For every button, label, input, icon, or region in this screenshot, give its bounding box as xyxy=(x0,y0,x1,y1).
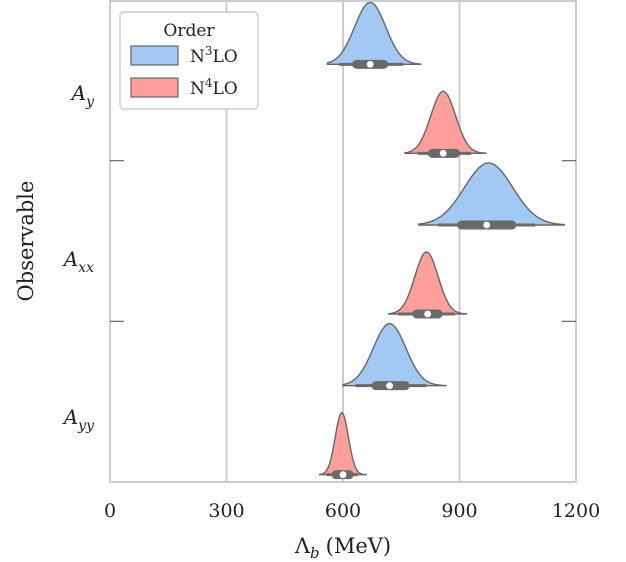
legend-entry-base: N xyxy=(190,79,205,99)
legend-swatch xyxy=(130,77,179,98)
n3lo-median-point xyxy=(483,221,491,229)
n4lo-violin xyxy=(404,90,487,155)
x-tick-label: 300 xyxy=(208,500,244,522)
n4lo-median-point xyxy=(339,471,347,479)
legend-entry-superscript: 4 xyxy=(205,76,213,90)
category-label: Ayy xyxy=(62,405,95,434)
x-tick-label: 0 xyxy=(104,500,116,522)
legend-entry-superscript: 3 xyxy=(205,44,213,58)
n3lo-median-point xyxy=(386,382,393,390)
legend-entry-base: N xyxy=(190,47,205,67)
x-tick-label: 900 xyxy=(441,500,477,522)
n4lo-violin xyxy=(319,411,367,476)
x-axis-label-subscript: b xyxy=(310,544,320,562)
legend-entry-label: N3LO xyxy=(190,44,238,67)
n3lo-median-point xyxy=(366,60,374,68)
legend-entry-label: N4LO xyxy=(190,76,238,99)
category-label: Axx xyxy=(62,247,94,276)
legend-swatch xyxy=(130,45,179,66)
category-label: Ay xyxy=(70,81,95,110)
category-label-subscript: yy xyxy=(77,418,95,434)
category-label-subscript: y xyxy=(85,94,95,110)
x-axis-label: Λb (MeV) xyxy=(294,534,391,562)
n3lo-violin xyxy=(418,162,566,226)
x-axis-label-symbol: Λ xyxy=(294,534,311,558)
legend-entry-tail: LO xyxy=(213,47,238,67)
category-label-base: A xyxy=(62,247,78,271)
n3lo-violin xyxy=(342,322,447,387)
x-tick-label: 1200 xyxy=(552,500,600,522)
n4lo-median-point xyxy=(439,149,447,157)
legend-entry-tail: LO xyxy=(213,79,238,99)
x-axis-label-unit: (MeV) xyxy=(326,534,391,558)
plot-frame xyxy=(109,0,577,483)
x-tick-label: 600 xyxy=(325,500,361,522)
n3lo-violin xyxy=(326,1,422,66)
n4lo-violin xyxy=(388,251,468,315)
legend-title: Order xyxy=(163,21,215,41)
y-axis-label: Observable xyxy=(14,181,38,302)
category-label-base: A xyxy=(62,405,78,429)
n4lo-median-point xyxy=(424,310,432,318)
category-label-base: A xyxy=(70,81,86,105)
category-label-subscript: xx xyxy=(78,260,94,276)
